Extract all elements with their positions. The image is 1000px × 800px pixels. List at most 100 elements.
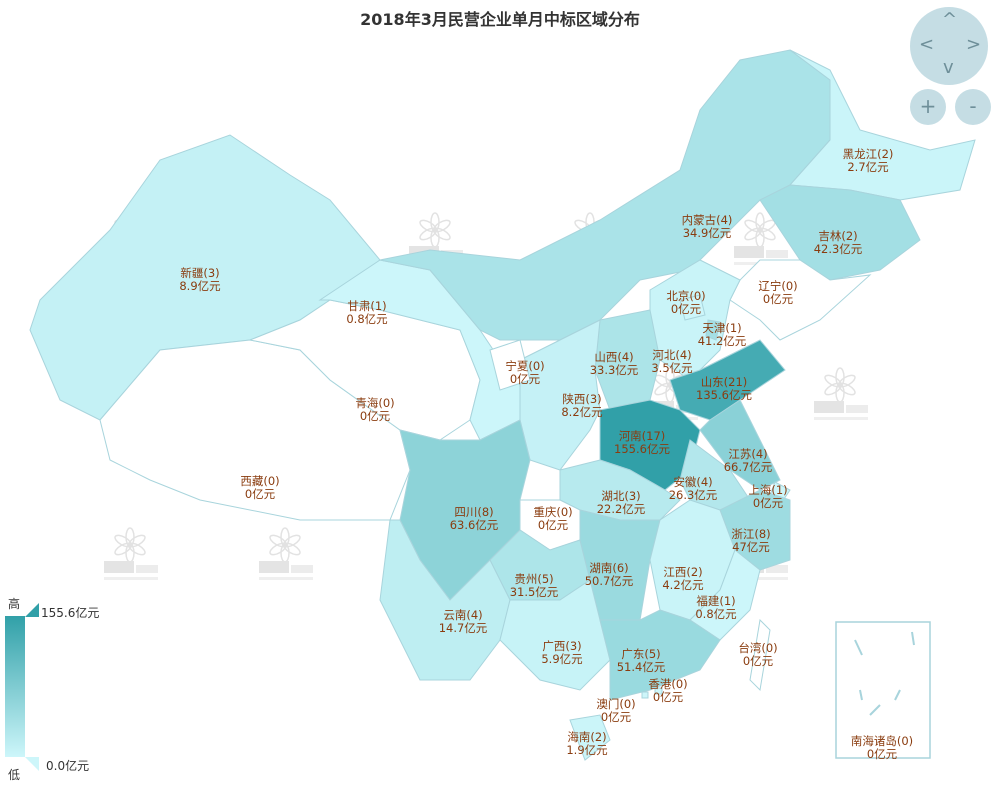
region-amount: 66.7亿元 [724,460,773,474]
region-label: 台湾(0) [738,641,777,655]
region-label: 陕西(3) [562,392,601,406]
region-label: 河北(4) [652,348,691,362]
province-16[interactable] [699,399,781,491]
pan-control[interactable]: ^ v < > [910,7,988,85]
island-mark [854,639,863,656]
legend-max-value: 155.6亿元 [41,606,100,620]
island-mark [911,631,915,646]
region-label: 辽宁(0) [758,279,797,293]
region-label: 安徽(4) [673,475,712,489]
region-amount: 47亿元 [732,540,770,554]
region-amount: 41.2亿元 [698,334,747,348]
region-label: 吉林(2) [818,229,857,243]
pan-down-button[interactable]: v [943,57,954,78]
legend-low-label: 低 [8,768,21,782]
region-amount: 0亿元 [601,710,632,724]
region-amount: 0亿元 [867,747,898,761]
watermark-logo [814,367,868,420]
province-10[interactable] [705,319,721,341]
region-amount: 51.4亿元 [617,660,666,674]
region-amount: 14.7亿元 [439,621,488,635]
region-amount: 0亿元 [245,487,276,501]
region-label: 广西(3) [542,639,581,653]
region-amount: 31.5亿元 [510,585,559,599]
province-5[interactable] [788,49,976,201]
region-label: 湖北(3) [601,489,640,503]
region-amount: 26.3亿元 [669,488,718,502]
region-amount: 0.8亿元 [695,607,737,621]
region-label: 青海(0) [355,396,394,410]
region-amount: 0亿元 [763,292,794,306]
region-label: 山东(21) [701,375,748,389]
pan-left-button[interactable]: < [919,34,935,55]
region-label: 宁夏(0) [505,359,544,373]
legend-max-handle[interactable] [25,603,39,617]
region-amount: 3.5亿元 [651,361,693,375]
region-label: 北京(0) [666,289,705,303]
region-amount: 63.6亿元 [450,518,499,532]
region-label: 浙江(8) [731,527,770,541]
region-amount: 0亿元 [753,496,784,510]
region-label: 新疆(3) [180,266,219,280]
region-label: 湖南(6) [589,561,628,575]
region-label: 河南(17) [619,429,666,443]
region-amount: 34.9亿元 [683,226,732,240]
zoom-out-button[interactable]: - [955,89,991,125]
region-amount: 33.3亿元 [590,363,639,377]
region-label: 甘肃(1) [347,299,386,313]
region-amount: 4.2亿元 [662,578,704,592]
region-label: 内蒙古(4) [682,213,733,227]
province-9[interactable] [679,294,706,321]
region-label: 江西(2) [663,565,702,579]
region-amount: 0.8亿元 [346,312,388,326]
pan-up-button[interactable]: ^ [942,9,958,30]
region-amount: 22.2亿元 [597,502,646,516]
region-amount: 1.9亿元 [566,743,608,757]
region-label: 黑龙江(2) [843,147,894,161]
region-label: 福建(1) [696,594,735,608]
province-32[interactable] [654,687,663,695]
region-amount: 0亿元 [360,409,391,423]
province-13[interactable] [489,339,531,391]
legend-min-value: 0.0亿元 [46,759,90,773]
region-label: 上海(1) [748,483,787,497]
region-amount: 5.9亿元 [541,652,583,666]
island-mark [894,689,901,701]
legend-high-label: 高 [8,597,21,611]
region-label: 南海诸岛(0) [851,734,913,748]
region-label: 云南(4) [443,608,482,622]
region-label: 香港(0) [648,677,687,691]
province-layer[interactable] [29,49,976,761]
region-amount: 0亿元 [671,302,702,316]
region-amount: 42.3亿元 [814,242,863,256]
region-label: 四川(8) [454,505,493,519]
legend-min-handle[interactable] [25,757,39,771]
region-amount: 0亿元 [538,518,569,532]
region-label: 澳门(0) [596,697,635,711]
map-title: 2018年3月民营企业单月中标区域分布 [360,10,640,29]
legend-gradient-bar[interactable] [5,616,25,757]
region-amount: 2.7亿元 [847,160,889,174]
province-31[interactable] [749,618,771,692]
province-30[interactable] [569,714,611,761]
region-label: 广东(5) [621,647,660,661]
province-6[interactable] [759,184,921,281]
region-label: 西藏(0) [240,474,279,488]
island-mark [859,689,863,701]
region-label: 海南(2) [567,730,606,744]
watermark-logo [104,527,158,580]
zoom-in-button[interactable]: + [910,89,946,125]
region-amount: 50.7亿元 [585,574,634,588]
region-amount: 0亿元 [653,690,684,704]
region-amount: 135.6亿元 [696,388,752,402]
province-33[interactable] [641,691,649,699]
province-14[interactable] [669,339,786,421]
region-amount: 0亿元 [510,372,541,386]
region-label: 江苏(4) [728,447,767,461]
province-29[interactable] [599,609,721,701]
south-china-sea-inset [835,621,931,759]
pan-right-button[interactable]: > [966,34,982,55]
region-amount: 8.2亿元 [561,405,603,419]
region-amount: 8.9亿元 [179,279,221,293]
